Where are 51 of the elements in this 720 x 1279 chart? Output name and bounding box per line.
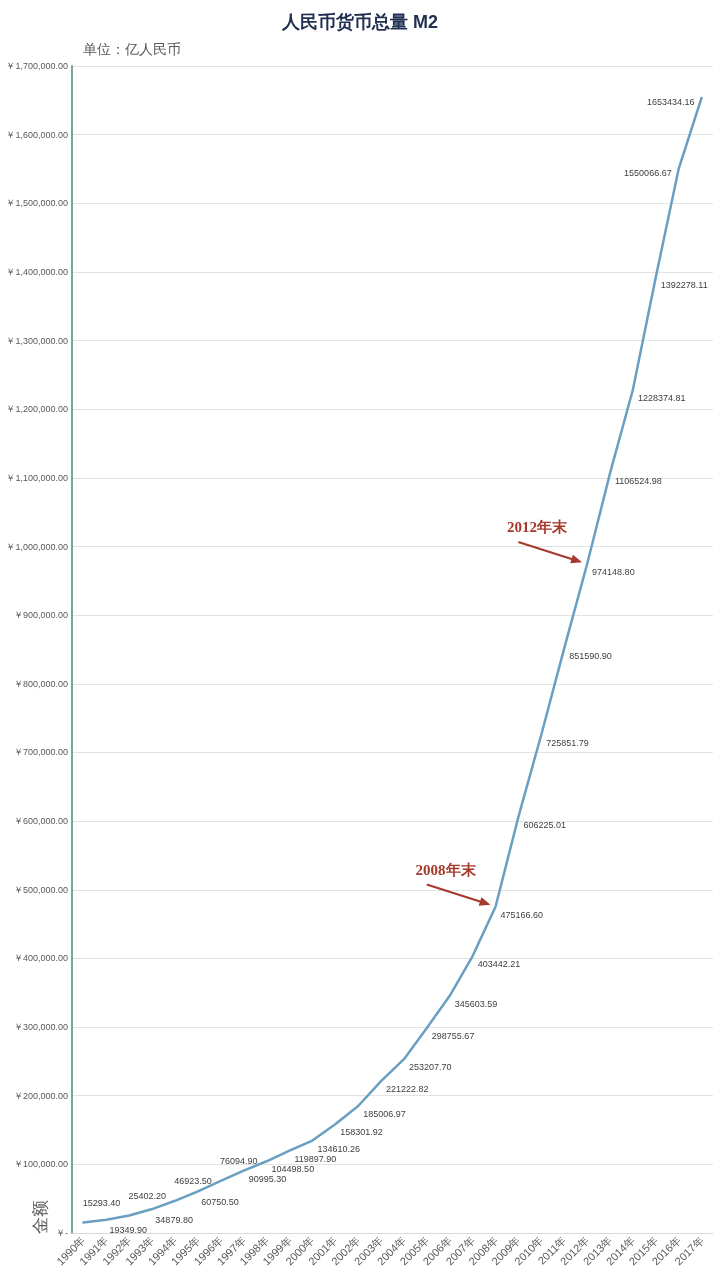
data-label: 15293.40 <box>82 1198 121 1208</box>
data-label: 90995.30 <box>248 1173 287 1184</box>
data-label: 221222.82 <box>386 1084 429 1095</box>
data-label: 104498.50 <box>271 1164 315 1175</box>
data-label: 158301.92 <box>340 1127 383 1138</box>
data-label: 253207.70 <box>408 1062 452 1073</box>
y-tick-label: ￥900,000.00 <box>13 610 68 621</box>
data-label: 851590.90 <box>569 651 612 662</box>
data-label: 34879.80 <box>155 1214 193 1225</box>
data-label: 1550066.67 <box>624 167 672 178</box>
y-tick-label: ￥- <box>56 1228 68 1238</box>
annotation: 2012年末 <box>507 519 569 536</box>
y-tick-label: ￥700,000.00 <box>13 747 68 758</box>
data-label: 46923.50 <box>174 1176 212 1187</box>
y-tick-label: ￥1,100,000.00 <box>6 472 68 483</box>
y-tick-label: ￥1,200,000.00 <box>6 404 68 415</box>
data-label: 119897.90 <box>294 1153 337 1164</box>
y-tick-label: ￥400,000.00 <box>13 953 68 964</box>
data-label: 345603.59 <box>454 998 498 1009</box>
y-tick-label: ￥100,000.00 <box>13 1159 68 1170</box>
data-label: 403442.21 <box>477 959 521 970</box>
y-tick-label: ￥1,400,000.00 <box>6 266 68 277</box>
y-tick-label: ￥500,000.00 <box>13 884 68 895</box>
data-label: 60750.50 <box>201 1196 239 1207</box>
y-tick-label: ￥1,300,000.00 <box>6 335 68 346</box>
data-label: 606225.01 <box>523 819 566 830</box>
data-label: 1228374.81 <box>637 392 686 403</box>
data-label: 298755.67 <box>431 1030 475 1041</box>
text: 单位：亿人民币 <box>83 41 181 57</box>
y-tick-label: ￥200,000.00 <box>13 1090 68 1101</box>
data-label: 1106524.98 <box>614 476 662 487</box>
y-tick-label: ￥1,700,000.00 <box>6 61 68 71</box>
annotation: 2008年末 <box>415 861 477 878</box>
y-tick-label: ￥600,000.00 <box>13 816 68 827</box>
data-label: 725851.79 <box>546 737 589 748</box>
y-tick-label: ￥1,000,000.00 <box>6 541 68 552</box>
chart-title: 人民币货币总量 M2 <box>280 12 439 32</box>
y-tick-label: ￥1,600,000.00 <box>6 129 68 140</box>
y-axis-title: 金额 <box>30 1200 50 1234</box>
data-label: 25402.20 <box>128 1191 167 1202</box>
data-label: 134610.26 <box>317 1143 360 1154</box>
data-label: 974148.80 <box>592 567 635 578</box>
y-tick-label: ￥1,500,000.00 <box>6 198 68 209</box>
data-label: 19349.90 <box>109 1225 148 1236</box>
y-tick-label: ￥800,000.00 <box>13 678 68 689</box>
data-label: 1653434.16 <box>646 96 695 107</box>
data-label: 76094.90 <box>220 1156 258 1167</box>
data-label: 475166.60 <box>500 909 544 920</box>
data-label: 185006.97 <box>363 1109 406 1119</box>
y-tick-label: ￥300,000.00 <box>13 1022 68 1033</box>
data-label: 1392278.11 <box>660 280 708 291</box>
